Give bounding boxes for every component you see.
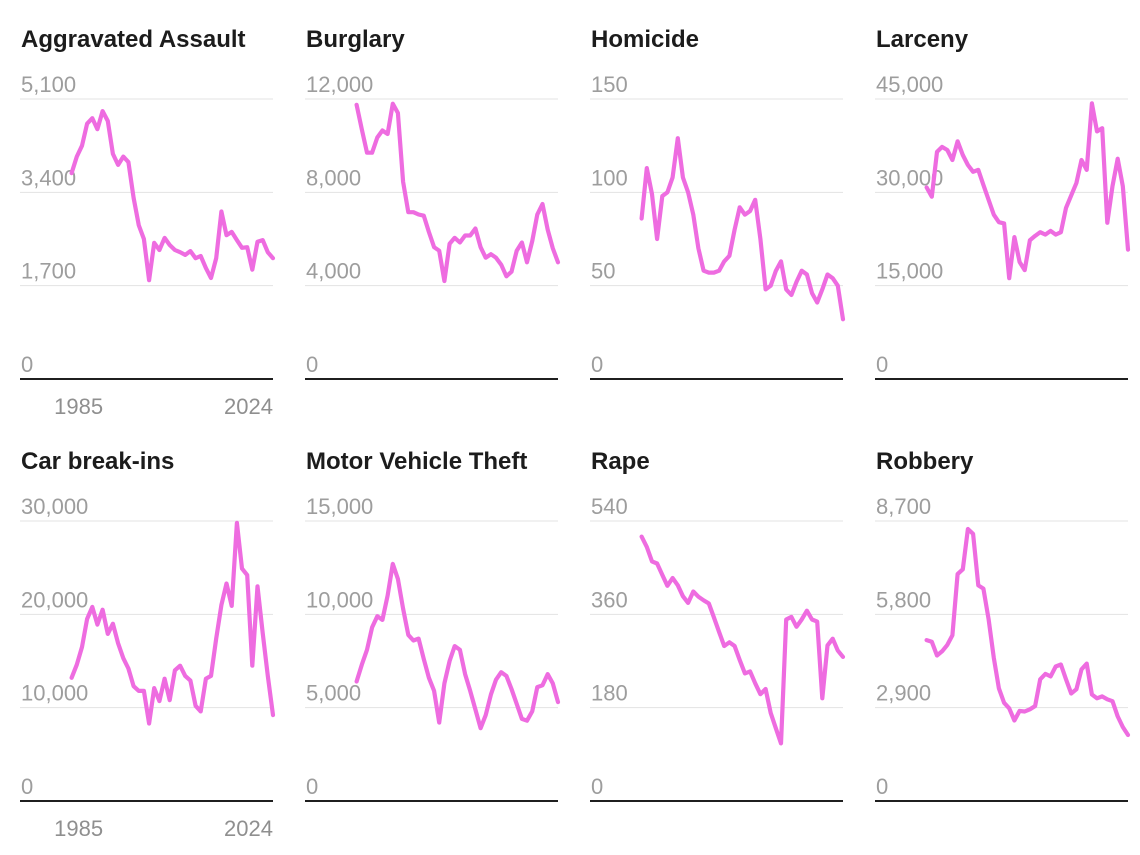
aggravated-assault-line-chart: 5,100 3,400 1,700 0 1985 2024 bbox=[20, 72, 276, 419]
y-tick-label: 100 bbox=[591, 165, 628, 190]
panel-burglary: Burglary 12,000 8,000 4,000 0 bbox=[285, 0, 570, 422]
trend-line bbox=[69, 520, 276, 726]
x-tick-label: 1985 bbox=[54, 816, 103, 841]
y-tick-label: 4,000 bbox=[306, 259, 361, 284]
trend-line bbox=[924, 526, 1131, 738]
y-tick-label: 0 bbox=[21, 352, 33, 377]
x-tick-label: 2024 bbox=[224, 394, 273, 419]
y-tick-label: 0 bbox=[876, 774, 888, 799]
chart-title: Robbery bbox=[876, 448, 974, 475]
motor-vehicle-theft-line-chart: 15,000 10,000 5,000 0 bbox=[305, 494, 561, 802]
y-tick-label: 0 bbox=[21, 774, 33, 799]
burglary-line-chart: 12,000 8,000 4,000 0 bbox=[305, 72, 561, 380]
panel-motor-vehicle-theft: Motor Vehicle Theft 15,000 10,000 5,000 0 bbox=[285, 422, 570, 844]
panel-robbery: Robbery 8,700 5,800 2,900 0 bbox=[855, 422, 1140, 844]
y-tick-label: 12,000 bbox=[306, 72, 373, 97]
panel-rape: Rape 540 360 180 0 bbox=[570, 422, 855, 844]
y-tick-label: 5,100 bbox=[21, 72, 76, 97]
y-tick-label: 45,000 bbox=[876, 72, 943, 97]
y-tick-label: 540 bbox=[591, 494, 628, 519]
y-tick-label: 0 bbox=[306, 774, 318, 799]
chart-title: Burglary bbox=[306, 26, 405, 53]
chart-title: Aggravated Assault bbox=[21, 26, 246, 53]
chart-title: Car break-ins bbox=[21, 448, 175, 475]
homicide-line-chart: 150 100 50 0 bbox=[590, 72, 846, 380]
y-tick-label: 0 bbox=[876, 352, 888, 377]
chart-title: Motor Vehicle Theft bbox=[306, 448, 528, 475]
y-tick-label: 0 bbox=[591, 774, 603, 799]
chart-title: Homicide bbox=[591, 26, 700, 53]
car-break-ins-line-chart: 30,000 20,000 10,000 0 1985 2024 bbox=[20, 494, 276, 841]
y-tick-label: 50 bbox=[591, 259, 615, 284]
chart-title: Larceny bbox=[876, 26, 969, 53]
y-tick-label: 5,000 bbox=[306, 681, 361, 706]
y-tick-label: 15,000 bbox=[306, 494, 373, 519]
y-tick-label: 8,000 bbox=[306, 165, 361, 190]
trend-line bbox=[354, 101, 561, 284]
trend-line bbox=[354, 561, 561, 731]
y-tick-label: 10,000 bbox=[21, 681, 88, 706]
y-tick-label: 1,700 bbox=[21, 259, 76, 284]
trend-line bbox=[639, 136, 846, 322]
panel-aggravated-assault: Aggravated Assault 5,100 3,400 1,700 0 1985 2… bbox=[0, 0, 285, 422]
rape-line-chart: 540 360 180 0 bbox=[590, 494, 846, 802]
panel-car-break-ins: Car break-ins 30,000 20,000 10,000 0 1985 202… bbox=[0, 422, 285, 844]
y-tick-label: 8,700 bbox=[876, 494, 931, 519]
robbery-line-chart: 8,700 5,800 2,900 0 bbox=[875, 494, 1131, 802]
chart-title: Rape bbox=[591, 448, 650, 475]
trend-line bbox=[924, 101, 1131, 281]
y-tick-label: 30,000 bbox=[21, 494, 88, 519]
panel-larceny: Larceny 45,000 30,000 15,000 0 bbox=[855, 0, 1140, 422]
y-tick-label: 5,800 bbox=[876, 587, 931, 612]
x-tick-label: 2024 bbox=[224, 816, 273, 841]
y-tick-label: 0 bbox=[306, 352, 318, 377]
y-tick-label: 180 bbox=[591, 681, 628, 706]
y-tick-label: 360 bbox=[591, 587, 628, 612]
trend-line bbox=[639, 534, 846, 746]
y-tick-label: 3,400 bbox=[21, 165, 76, 190]
y-tick-label: 0 bbox=[591, 352, 603, 377]
trend-line bbox=[69, 109, 276, 283]
y-tick-label: 15,000 bbox=[876, 259, 943, 284]
y-tick-label: 150 bbox=[591, 72, 628, 97]
y-tick-label: 20,000 bbox=[21, 587, 88, 612]
panel-homicide: Homicide 150 100 50 0 bbox=[570, 0, 855, 422]
x-tick-label: 1985 bbox=[54, 394, 103, 419]
y-tick-label: 2,900 bbox=[876, 681, 931, 706]
y-tick-label: 10,000 bbox=[306, 587, 373, 612]
